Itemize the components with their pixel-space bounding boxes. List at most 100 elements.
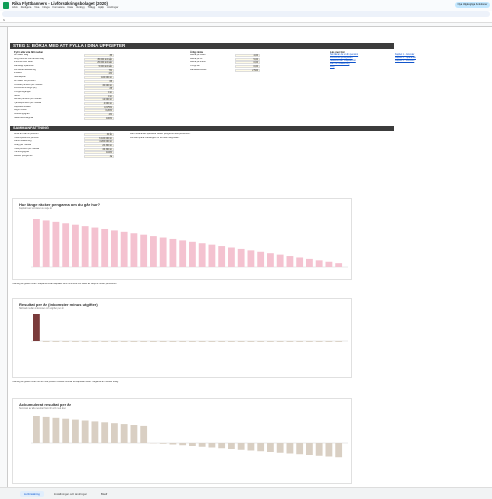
column-headers[interactable] bbox=[0, 23, 492, 27]
input-value[interactable]: 100 000 kr bbox=[84, 76, 114, 80]
chart-bar bbox=[286, 256, 294, 267]
input-row: Avgift fonder 0,20% bbox=[14, 109, 124, 113]
input-row: Täckningsgrad 104% bbox=[14, 151, 124, 155]
chart-bar bbox=[72, 341, 79, 342]
input-row: Önskad pension per månad 30 000 kr bbox=[14, 83, 124, 87]
row-headers[interactable] bbox=[0, 27, 8, 487]
input-row: Pensionens längd (år) 25 bbox=[14, 87, 124, 91]
input-value[interactable]: 35 bbox=[84, 54, 114, 57]
input-value[interactable]: 20 300 kr bbox=[84, 144, 114, 148]
input-value[interactable]: Ja bbox=[84, 155, 114, 159]
menu-8[interactable]: Hjälp bbox=[98, 6, 105, 9]
input-value[interactable]: 0,375% bbox=[84, 105, 114, 109]
chart-bar bbox=[296, 443, 304, 455]
input-value[interactable]: 0,00 bbox=[235, 65, 260, 69]
input-label: Avgift fonder bbox=[14, 109, 27, 112]
input-label: Utdelningsgrad bbox=[14, 113, 30, 115]
input-value[interactable]: 6 100 000 kr bbox=[84, 136, 114, 140]
menu-2[interactable]: Visa bbox=[34, 6, 40, 9]
input-label: Ränta på bolån bbox=[190, 54, 206, 56]
menu-6[interactable]: Verktyg bbox=[75, 6, 85, 9]
input-label: Inkomst efter skatt bbox=[14, 61, 33, 64]
chart-result-plot bbox=[31, 314, 348, 342]
menu-7[interactable]: Tillägg bbox=[87, 6, 96, 9]
input-value[interactable]: 0,00 bbox=[235, 61, 260, 65]
chart-bar bbox=[228, 341, 235, 342]
input-value[interactable]: 65 bbox=[84, 79, 114, 83]
formula-bar[interactable]: fx bbox=[0, 18, 492, 23]
input-row: Din ålder idag 35 bbox=[14, 54, 124, 57]
menu-9[interactable]: Ändringar bbox=[107, 6, 119, 9]
chart-bar bbox=[140, 425, 148, 443]
input-value[interactable]: 36 300 kr bbox=[84, 147, 114, 151]
input-label: Månatligt sparande bbox=[14, 65, 34, 68]
sheet-tab[interactable]: Livförsäkring bbox=[20, 490, 44, 497]
chart-bar bbox=[237, 341, 245, 342]
chart-bar bbox=[120, 341, 128, 342]
input-value[interactable]: 4% bbox=[84, 113, 114, 116]
input-value[interactable]: 0,20% bbox=[84, 109, 114, 113]
input-value[interactable]: 2 500 bbox=[235, 68, 260, 72]
chart-result[interactable]: Resultat per år (inkomster minus utgifte… bbox=[12, 298, 352, 378]
help-link[interactable]: Pensionsmyndigheten bbox=[330, 57, 353, 59]
input-value[interactable]: 12 000 kr bbox=[84, 98, 114, 102]
input-value[interactable]: 104% bbox=[84, 151, 114, 155]
chart-bar bbox=[42, 416, 50, 443]
input-value[interactable]: 5 000 kr/mån bbox=[84, 65, 114, 69]
help-link[interactable]: Så räknar du ut din pension bbox=[330, 54, 359, 56]
menu-0[interactable]: Arkiv bbox=[12, 6, 18, 9]
input-value[interactable]: 25 bbox=[84, 87, 114, 91]
sheet-tab[interactable]: Bladf bbox=[100, 491, 108, 496]
sheets-logo-icon[interactable] bbox=[3, 2, 9, 9]
input-value[interactable]: 35 000 kr/mån bbox=[84, 57, 114, 61]
input-row: Tjänstepension per månad 4 000 kr bbox=[14, 101, 124, 105]
menu-3[interactable]: Infoga bbox=[42, 6, 50, 9]
links-list: Så räknar du ut din pension Pensionsmyndi… bbox=[330, 54, 390, 69]
input-row: Varav avkastning 4 200 000 kr bbox=[14, 140, 124, 144]
input-row: Allmän pension per månad 12 000 kr bbox=[14, 98, 124, 102]
input-value[interactable]: 4,00 bbox=[235, 54, 260, 57]
chart-bar bbox=[218, 341, 226, 342]
chart-accumulated[interactable]: Ackumulerat resultat per år Summan av al… bbox=[12, 398, 352, 484]
menu-1[interactable]: Redigera bbox=[20, 6, 32, 9]
chart-bar bbox=[101, 341, 109, 342]
help-link[interactable]: Kapitel 1 - Grunder bbox=[395, 54, 415, 56]
input-value[interactable]: 25 000 kr/mån bbox=[84, 61, 114, 65]
input-row: Förväntad avkastning 7% bbox=[14, 68, 124, 72]
chart-bar bbox=[179, 443, 187, 446]
help-link[interactable]: Skatteverket: Kapitalvinst bbox=[330, 60, 356, 62]
menu-5[interactable]: Data bbox=[67, 6, 73, 9]
chart-bar bbox=[247, 250, 255, 267]
input-value[interactable]: 4 200 000 kr bbox=[84, 140, 114, 144]
input-value[interactable]: 0 kr bbox=[84, 94, 114, 98]
chart-bar bbox=[111, 230, 118, 267]
sheet-tab[interactable]: Inställningar och ändringar bbox=[53, 491, 87, 496]
input-label: Månadskostnad bbox=[190, 68, 207, 71]
chart-capital[interactable]: Hur länge räcker pengarna om du går hur?… bbox=[12, 198, 352, 280]
help-link[interactable]: Mer om avkastning bbox=[330, 63, 350, 65]
chart-bar bbox=[315, 443, 323, 456]
chart-bar bbox=[52, 341, 60, 342]
chart-bar bbox=[179, 341, 187, 342]
menu-4[interactable]: Formatera bbox=[52, 6, 65, 9]
input-value[interactable]: 4 000 kr bbox=[84, 101, 114, 105]
chart-bar bbox=[81, 420, 89, 443]
input-label: Totalt sparat vid pension bbox=[14, 136, 39, 139]
chart-bar bbox=[335, 263, 343, 267]
input-value[interactable]: 2% bbox=[84, 72, 114, 76]
input-label: Förväntad avkastning bbox=[14, 68, 36, 71]
input-value[interactable]: 5,00 bbox=[235, 57, 260, 61]
help-link[interactable]: Kapitel 2 - Sparande bbox=[395, 57, 416, 59]
input-value[interactable]: 0 kr bbox=[84, 90, 114, 94]
input-value[interactable]: 100% bbox=[84, 116, 114, 120]
chart-bar bbox=[33, 416, 40, 443]
input-value[interactable]: 7% bbox=[84, 68, 114, 72]
input-label: Önskad pension per månad bbox=[14, 83, 43, 86]
share-button[interactable]: Nya tillgängliga funktioner bbox=[455, 2, 490, 8]
input-value[interactable]: 30 år bbox=[84, 133, 114, 136]
help-link[interactable]: Kapitel 3 - Pension bbox=[395, 60, 415, 62]
document-title[interactable]: Rika Flyttbanners - Livförsäkringsbolage… bbox=[12, 1, 108, 6]
help-link[interactable]: FAQ bbox=[330, 66, 335, 68]
input-row: Uttag per månad 20 300 kr bbox=[14, 144, 124, 148]
input-value[interactable]: 30 000 kr bbox=[84, 83, 114, 87]
